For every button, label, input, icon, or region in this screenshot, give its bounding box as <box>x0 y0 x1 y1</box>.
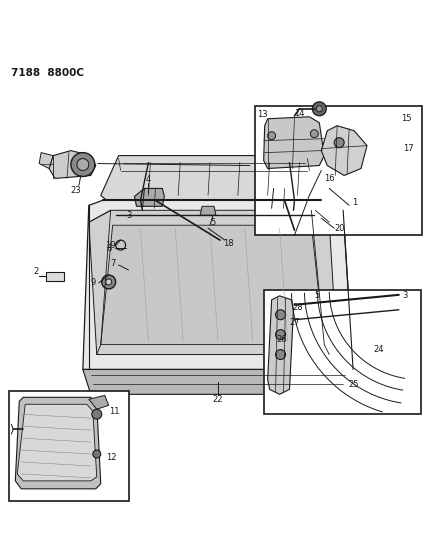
Text: 7: 7 <box>110 259 116 268</box>
Text: 7188  8800C: 7188 8800C <box>11 68 84 78</box>
Text: 5: 5 <box>211 218 216 227</box>
Text: 17: 17 <box>404 144 414 153</box>
Circle shape <box>276 310 285 320</box>
Polygon shape <box>39 152 53 168</box>
Polygon shape <box>89 211 337 354</box>
Text: 13: 13 <box>257 110 268 119</box>
Text: 9: 9 <box>90 278 95 287</box>
Circle shape <box>92 409 102 419</box>
Text: 25: 25 <box>349 380 360 389</box>
Polygon shape <box>49 151 96 179</box>
Text: 23: 23 <box>71 186 81 195</box>
Text: 15: 15 <box>401 114 412 123</box>
Text: 26: 26 <box>276 335 287 344</box>
Circle shape <box>71 152 95 176</box>
Text: 5: 5 <box>315 292 320 301</box>
Text: 16: 16 <box>324 174 335 183</box>
Circle shape <box>106 279 112 285</box>
Bar <box>264 290 421 414</box>
Text: 1: 1 <box>352 198 358 207</box>
Polygon shape <box>321 126 367 175</box>
Polygon shape <box>200 206 216 215</box>
Text: 3: 3 <box>126 211 131 220</box>
Polygon shape <box>101 225 324 345</box>
Circle shape <box>276 350 285 360</box>
Circle shape <box>102 275 116 289</box>
Text: 4: 4 <box>146 175 151 184</box>
Circle shape <box>276 330 285 340</box>
Text: 2: 2 <box>33 268 39 277</box>
Polygon shape <box>264 188 294 206</box>
Text: 3: 3 <box>402 292 407 301</box>
Bar <box>255 106 422 235</box>
Polygon shape <box>268 296 294 394</box>
Bar <box>46 272 64 281</box>
Text: 8: 8 <box>106 244 111 253</box>
Text: 18: 18 <box>223 239 233 248</box>
Polygon shape <box>83 369 353 394</box>
Bar <box>9 391 128 501</box>
Polygon shape <box>264 117 324 168</box>
Text: 11: 11 <box>109 407 119 416</box>
Polygon shape <box>83 200 353 369</box>
Circle shape <box>268 132 276 140</box>
Text: 12: 12 <box>106 453 116 462</box>
Circle shape <box>334 138 344 148</box>
Polygon shape <box>15 397 101 489</box>
Circle shape <box>316 106 322 112</box>
Polygon shape <box>89 395 109 409</box>
Polygon shape <box>17 404 97 481</box>
Circle shape <box>77 158 89 171</box>
Polygon shape <box>101 156 327 200</box>
Text: 28: 28 <box>292 303 303 312</box>
Text: 24: 24 <box>374 345 384 354</box>
Text: 27: 27 <box>289 318 300 327</box>
Circle shape <box>312 102 326 116</box>
Text: 22: 22 <box>213 395 223 404</box>
Polygon shape <box>134 188 164 206</box>
Circle shape <box>93 450 101 458</box>
Circle shape <box>310 130 318 138</box>
Text: 20: 20 <box>334 224 345 233</box>
Text: 14: 14 <box>294 109 305 118</box>
Text: 19: 19 <box>105 240 116 249</box>
